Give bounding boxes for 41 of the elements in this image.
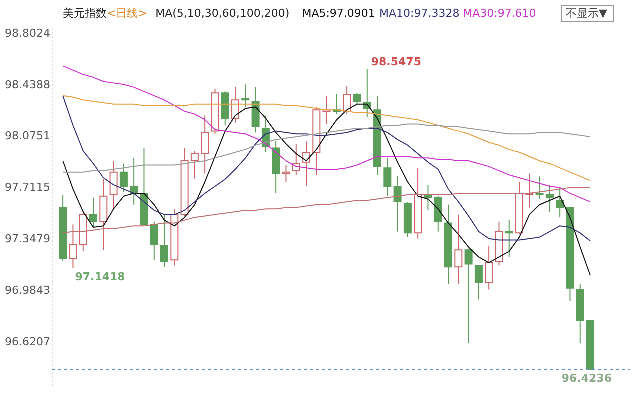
candlestick bbox=[353, 92, 362, 105]
y-tick-label: 98.4388 bbox=[5, 78, 50, 92]
ref-line-label: 96.4236 bbox=[562, 372, 612, 385]
candlestick bbox=[394, 176, 402, 232]
candlestick bbox=[110, 160, 118, 210]
candlestick bbox=[343, 86, 352, 115]
line-series bbox=[62, 95, 592, 182]
y-tick-label: 96.9843 bbox=[5, 284, 50, 298]
candlestick bbox=[485, 245, 494, 290]
text: 不显示▼ bbox=[566, 7, 608, 20]
text: MA30:97.610 bbox=[463, 7, 536, 20]
y-tick-label: 97.7115 bbox=[5, 181, 50, 194]
candlestick bbox=[160, 214, 169, 268]
candlestick bbox=[454, 214, 463, 285]
candlestick bbox=[556, 187, 564, 218]
candlestick bbox=[232, 86, 240, 124]
candlestick bbox=[384, 158, 392, 197]
candlestick bbox=[546, 184, 554, 212]
candlestick bbox=[464, 248, 473, 344]
candlestick bbox=[302, 140, 311, 187]
annotation: 97.1418 bbox=[75, 270, 126, 284]
line-series bbox=[62, 66, 592, 203]
text: MA5:97.0901 bbox=[302, 7, 376, 20]
candlestick bbox=[190, 150, 199, 180]
line-series bbox=[62, 95, 592, 242]
y-tick-label: 96.6207 bbox=[5, 336, 50, 349]
y-tick-label: 98.8024 bbox=[5, 26, 50, 40]
chart-subtitle: <日线> bbox=[107, 7, 148, 20]
text: MA(5,10,30,60,100,200) bbox=[156, 7, 290, 20]
y-tick-label: 97.3479 bbox=[5, 232, 50, 246]
candlestick bbox=[536, 176, 544, 200]
candlestick bbox=[150, 221, 158, 261]
candlestick bbox=[90, 197, 98, 228]
line-series bbox=[62, 124, 592, 173]
candlestick bbox=[201, 115, 210, 174]
y-tick-label: 98.0751 bbox=[5, 130, 50, 143]
candlestick bbox=[120, 163, 128, 193]
annotation: 98.5475 bbox=[371, 55, 422, 68]
chart-title: 美元指数 bbox=[63, 7, 107, 20]
candlestick bbox=[474, 265, 483, 300]
text: MA10:97.3328 bbox=[380, 7, 460, 20]
